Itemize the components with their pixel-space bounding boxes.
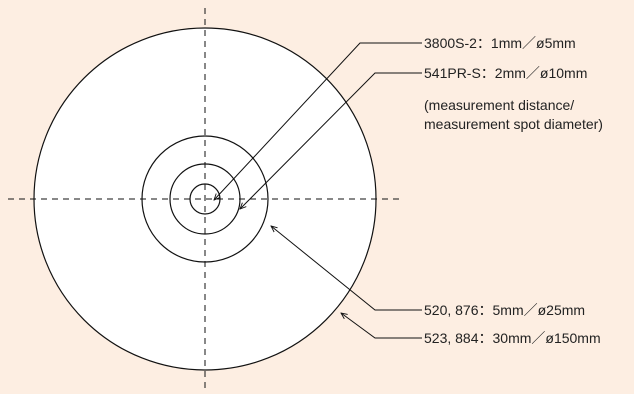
legend-note: (measurement distance/ measurement spot …: [424, 96, 634, 134]
legend-note-line-2: measurement spot diameter): [424, 116, 603, 132]
leader-line-10mm: [240, 72, 422, 209]
spot-label-541pr-s: 541PR-S：2mm／ø10mm: [424, 65, 588, 81]
spot-label-3800s-2: 3800S-2：1mm／ø5mm: [424, 35, 576, 51]
spot-label-520-876: 520, 876：5mm／ø25mm: [424, 302, 586, 318]
leader-line-25mm: [271, 226, 422, 311]
leader-line-150mm: [341, 313, 422, 339]
leader-line-5mm: [214, 42, 422, 200]
spot-label-523-884: 523, 884：30mm／ø150mm: [424, 330, 601, 346]
legend-note-line-1: (measurement distance/: [424, 97, 575, 113]
